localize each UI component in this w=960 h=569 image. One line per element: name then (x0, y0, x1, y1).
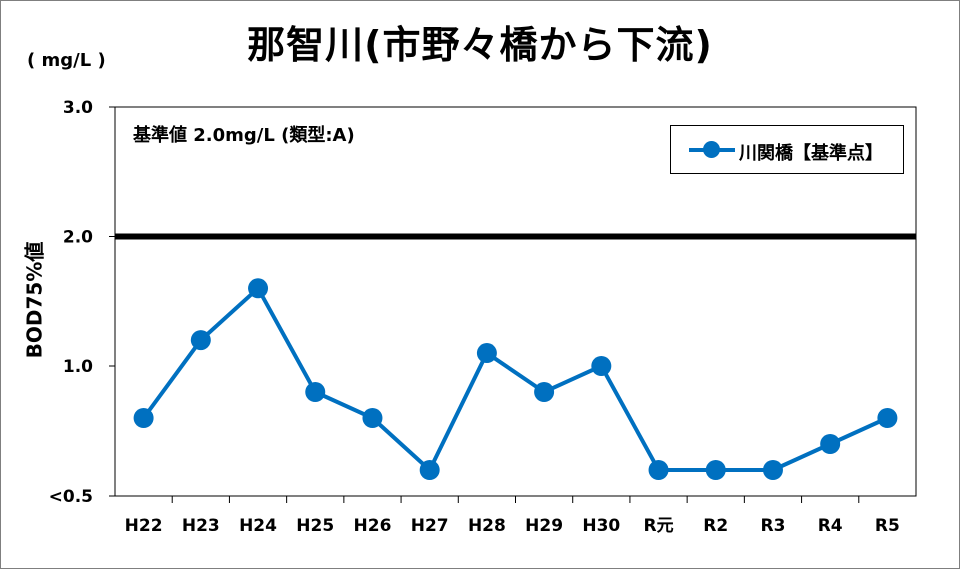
unit-label: ( mg/L ) (27, 50, 106, 71)
y-axis-ticks: <0.5 1.0 2.0 3.0 (49, 98, 115, 507)
data-point (190, 330, 211, 351)
y-tick-label: 2.0 (63, 228, 93, 248)
data-point (820, 434, 841, 454)
x-tick-label: R4 (818, 516, 843, 536)
x-tick-label: H26 (354, 516, 392, 536)
data-point (705, 460, 726, 480)
x-tick-label: R2 (703, 516, 728, 536)
x-tick-label: H28 (468, 516, 506, 536)
data-point (534, 382, 555, 402)
x-tick-label: H29 (525, 516, 563, 536)
x-tick-label: R3 (761, 516, 786, 536)
chart-title: 那智川(市野々橋から下流) (247, 23, 713, 67)
x-tick-label: H25 (296, 516, 334, 536)
legend-label: 川関橋【基準点】 (739, 143, 883, 164)
data-point (419, 460, 440, 480)
data-point (877, 408, 898, 428)
x-tick-label: H30 (582, 516, 620, 536)
x-tick-label: H23 (182, 516, 220, 536)
x-tick-label: R5 (875, 516, 900, 536)
data-point (591, 356, 612, 376)
y-tick-label: 1.0 (63, 357, 93, 377)
x-axis-ticks: H22 H23 H24 H25 H26 H27 H28 H29 H30 R元 R2 R3 R4 R5 (125, 496, 900, 536)
y-tick-label: <0.5 (49, 487, 93, 507)
data-point (762, 460, 783, 480)
legend: 川関橋【基準点】 (670, 125, 904, 174)
standard-annotation: 基準値 2.0mg/L (類型:A) (132, 124, 355, 146)
data-point (305, 382, 326, 402)
data-point (133, 408, 154, 428)
data-point (248, 278, 269, 299)
x-tick-label: R元 (643, 516, 673, 536)
series-group (133, 278, 898, 480)
y-tick-label: 3.0 (63, 98, 93, 118)
x-tick-label: H22 (125, 516, 163, 536)
x-tick-label: H24 (239, 516, 277, 536)
data-point (476, 343, 497, 364)
x-tick-label: H27 (411, 516, 449, 536)
data-point (648, 460, 669, 480)
legend-marker (703, 141, 720, 158)
data-point (362, 408, 383, 428)
